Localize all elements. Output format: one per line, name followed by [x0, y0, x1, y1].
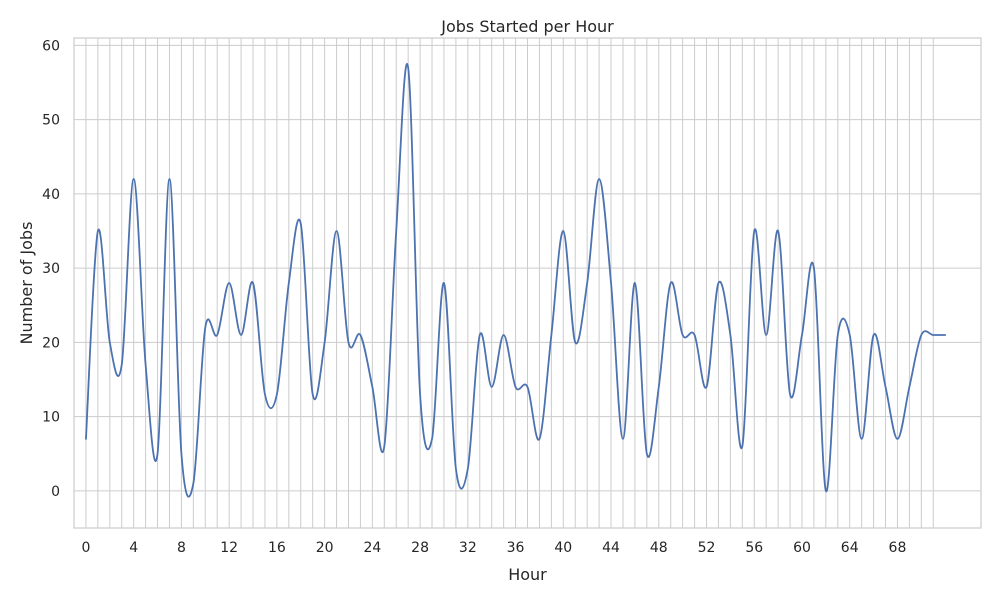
x-tick-label: 52	[698, 540, 716, 556]
y-tick-label: 10	[42, 410, 60, 426]
plot-area	[85, 63, 947, 498]
y-tick-label: 50	[42, 113, 60, 129]
x-tick-label: 36	[507, 540, 525, 556]
y-tick-label: 60	[42, 38, 60, 54]
y-tick-label: 0	[51, 484, 60, 500]
grid	[74, 38, 981, 528]
x-tick-label: 8	[177, 540, 186, 556]
x-tick-label: 0	[81, 540, 90, 556]
y-axis-label: Number of Jobs	[17, 222, 36, 345]
x-tick-label: 16	[268, 540, 286, 556]
x-tick-label: 12	[220, 540, 238, 556]
x-tick-label: 28	[411, 540, 429, 556]
x-tick-label: 40	[554, 540, 572, 556]
x-tick-label: 64	[841, 540, 859, 556]
x-tick-label: 44	[602, 540, 620, 556]
y-tick-label: 20	[42, 335, 60, 351]
y-tick-label: 40	[42, 187, 60, 203]
series-line	[85, 63, 947, 498]
y-axis-ticks: 0 10 20 30 40 50 60	[42, 38, 60, 499]
x-tick-label: 56	[745, 540, 763, 556]
x-axis-label: Hour	[508, 565, 547, 584]
plot-frame	[73, 37, 982, 529]
x-tick-label: 60	[793, 540, 811, 556]
x-tick-label: 24	[363, 540, 381, 556]
x-tick-label: 4	[129, 540, 138, 556]
x-tick-label: 20	[316, 540, 334, 556]
x-tick-label: 48	[650, 540, 668, 556]
y-tick-label: 30	[42, 261, 60, 277]
chart-title: Jobs Started per Hour	[440, 17, 614, 36]
x-tick-label: 32	[459, 540, 477, 556]
x-axis-ticks: 0 4 8 12 16 20 24 28 32 36 40 44 48 52 56 60 64 68	[81, 540, 906, 556]
x-tick-label: 68	[889, 540, 907, 556]
